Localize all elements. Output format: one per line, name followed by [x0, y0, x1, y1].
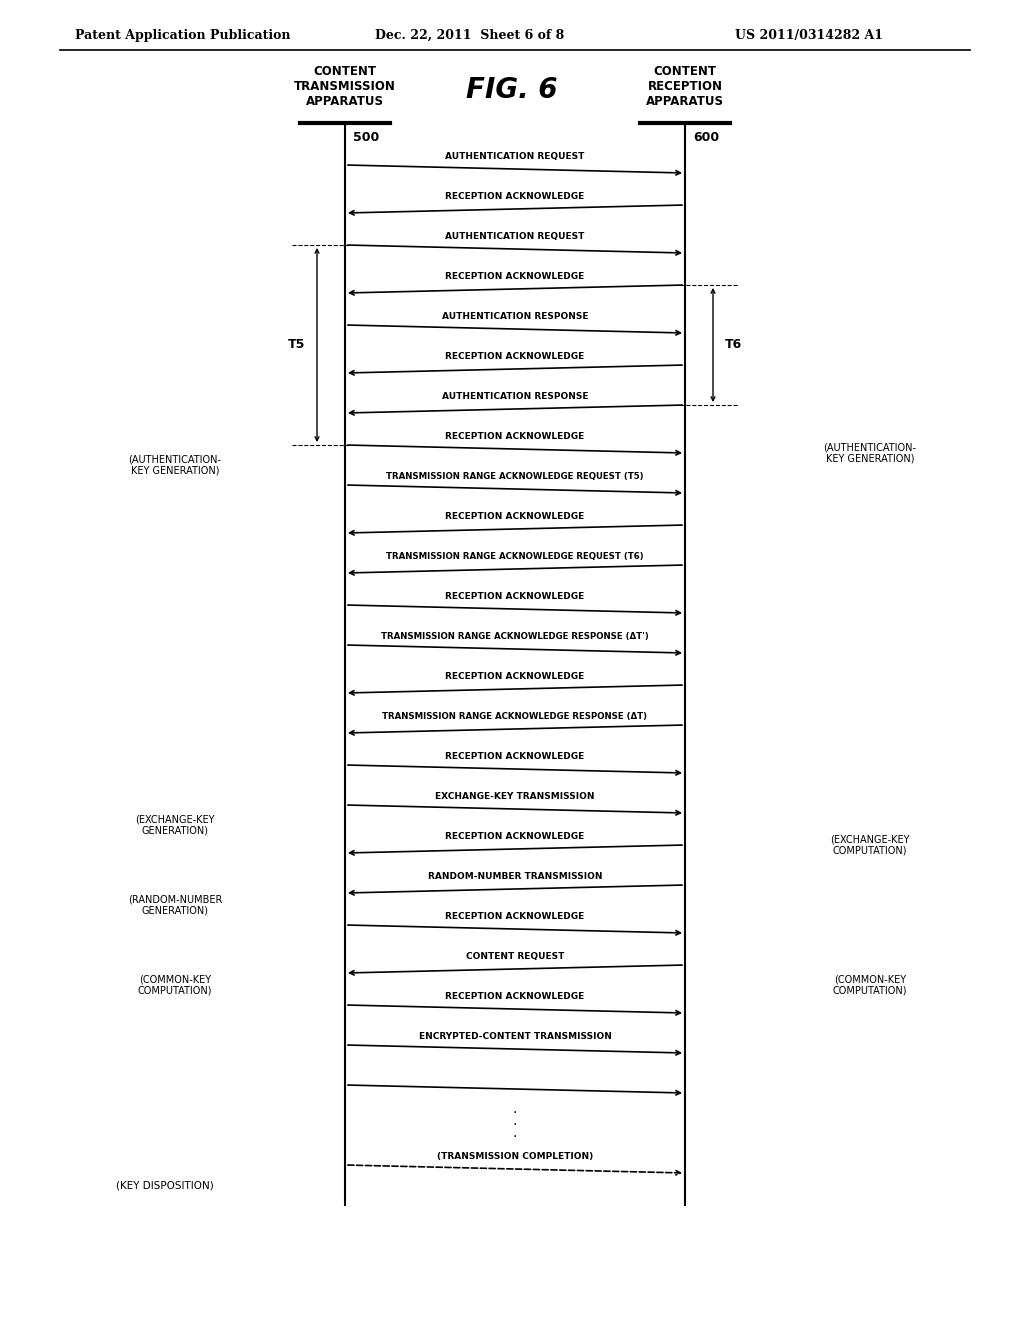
Text: TRANSMISSION RANGE ACKNOWLEDGE REQUEST (T5): TRANSMISSION RANGE ACKNOWLEDGE REQUEST (… [386, 473, 644, 480]
Text: (TRANSMISSION COMPLETION): (TRANSMISSION COMPLETION) [437, 1152, 593, 1162]
Text: (EXCHANGE-KEY
GENERATION): (EXCHANGE-KEY GENERATION) [135, 814, 215, 836]
Text: 500: 500 [353, 131, 379, 144]
Text: RANDOM-NUMBER TRANSMISSION: RANDOM-NUMBER TRANSMISSION [428, 873, 602, 880]
Text: AUTHENTICATION REQUEST: AUTHENTICATION REQUEST [445, 152, 585, 161]
Text: (AUTHENTICATION-
KEY GENERATION): (AUTHENTICATION- KEY GENERATION) [823, 442, 916, 463]
Text: RECEPTION ACKNOWLEDGE: RECEPTION ACKNOWLEDGE [445, 993, 585, 1001]
Text: Dec. 22, 2011  Sheet 6 of 8: Dec. 22, 2011 Sheet 6 of 8 [375, 29, 564, 41]
Text: FIG. 6: FIG. 6 [466, 77, 558, 104]
Text: US 2011/0314282 A1: US 2011/0314282 A1 [735, 29, 883, 41]
Text: (RANDOM-NUMBER
GENERATION): (RANDOM-NUMBER GENERATION) [128, 894, 222, 916]
Text: ENCRYPTED-CONTENT TRANSMISSION: ENCRYPTED-CONTENT TRANSMISSION [419, 1032, 611, 1041]
Text: RECEPTION ACKNOWLEDGE: RECEPTION ACKNOWLEDGE [445, 591, 585, 601]
Text: RECEPTION ACKNOWLEDGE: RECEPTION ACKNOWLEDGE [445, 912, 585, 921]
Text: AUTHENTICATION RESPONSE: AUTHENTICATION RESPONSE [441, 312, 588, 321]
Text: RECEPTION ACKNOWLEDGE: RECEPTION ACKNOWLEDGE [445, 512, 585, 521]
Text: (COMMON-KEY
COMPUTATION): (COMMON-KEY COMPUTATION) [833, 974, 907, 995]
Text: AUTHENTICATION RESPONSE: AUTHENTICATION RESPONSE [441, 392, 588, 401]
Text: RECEPTION ACKNOWLEDGE: RECEPTION ACKNOWLEDGE [445, 272, 585, 281]
Text: RECEPTION ACKNOWLEDGE: RECEPTION ACKNOWLEDGE [445, 191, 585, 201]
Text: RECEPTION ACKNOWLEDGE: RECEPTION ACKNOWLEDGE [445, 832, 585, 841]
Text: CONTENT REQUEST: CONTENT REQUEST [466, 952, 564, 961]
Text: T6: T6 [725, 338, 742, 351]
Text: Patent Application Publication: Patent Application Publication [75, 29, 291, 41]
Text: RECEPTION ACKNOWLEDGE: RECEPTION ACKNOWLEDGE [445, 672, 585, 681]
Text: TRANSMISSION RANGE ACKNOWLEDGE REQUEST (T6): TRANSMISSION RANGE ACKNOWLEDGE REQUEST (… [386, 552, 644, 561]
Text: AUTHENTICATION REQUEST: AUTHENTICATION REQUEST [445, 232, 585, 242]
Text: TRANSMISSION RANGE ACKNOWLEDGE RESPONSE (ΔT'): TRANSMISSION RANGE ACKNOWLEDGE RESPONSE … [381, 632, 649, 642]
Text: (COMMON-KEY
COMPUTATION): (COMMON-KEY COMPUTATION) [138, 974, 212, 995]
Text: EXCHANGE-KEY TRANSMISSION: EXCHANGE-KEY TRANSMISSION [435, 792, 595, 801]
Text: (EXCHANGE-KEY
COMPUTATION): (EXCHANGE-KEY COMPUTATION) [830, 834, 909, 855]
Text: TRANSMISSION RANGE ACKNOWLEDGE RESPONSE (ΔT): TRANSMISSION RANGE ACKNOWLEDGE RESPONSE … [383, 711, 647, 721]
Text: RECEPTION ACKNOWLEDGE: RECEPTION ACKNOWLEDGE [445, 752, 585, 762]
Text: T5: T5 [288, 338, 305, 351]
Text: RECEPTION ACKNOWLEDGE: RECEPTION ACKNOWLEDGE [445, 352, 585, 360]
Text: CONTENT
RECEPTION
APPARATUS: CONTENT RECEPTION APPARATUS [646, 65, 724, 108]
Text: (AUTHENTICATION-
KEY GENERATION): (AUTHENTICATION- KEY GENERATION) [128, 454, 221, 475]
Text: RECEPTION ACKNOWLEDGE: RECEPTION ACKNOWLEDGE [445, 432, 585, 441]
Text: CONTENT
TRANSMISSION
APPARATUS: CONTENT TRANSMISSION APPARATUS [294, 65, 396, 108]
Text: (KEY DISPOSITION): (KEY DISPOSITION) [116, 1180, 214, 1191]
Text: 600: 600 [693, 131, 719, 144]
Text: ·
·
·: · · · [513, 1106, 517, 1144]
